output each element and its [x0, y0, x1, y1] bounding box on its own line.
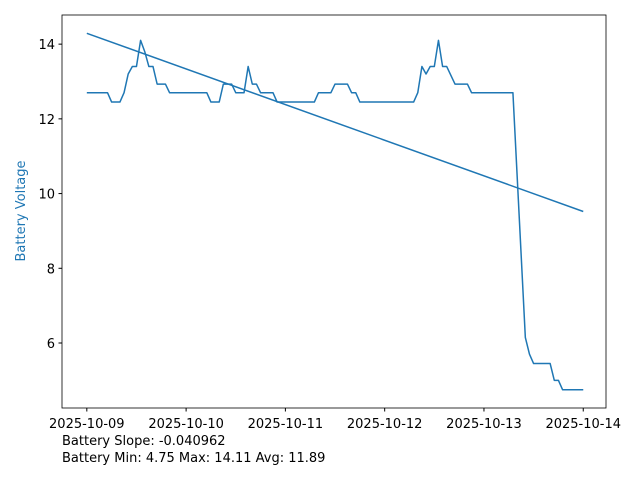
annotation: Battery Slope: -0.040962: [62, 434, 226, 449]
y-tick-label: 6: [47, 337, 55, 352]
y-tick-label: 8: [47, 262, 55, 277]
annotation: Battery Min: 4.75 Max: 14.11 Avg: 11.89: [62, 451, 325, 466]
x-tick-label: 2025-10-13: [446, 417, 522, 432]
x-tick-label: 2025-10-10: [148, 417, 224, 432]
y-tick-label: 14: [38, 38, 55, 53]
x-tick-label: 2025-10-12: [347, 417, 423, 432]
y-axis-label: Battery Voltage: [14, 160, 29, 261]
line: [86, 32, 584, 213]
y-tick-label: 10: [38, 188, 55, 203]
x-tick-label: 2025-10-09: [49, 417, 125, 432]
y-tick-label: 12: [38, 113, 55, 128]
x-tick-label: 2025-10-11: [248, 417, 324, 432]
plot-frame: [61, 14, 607, 409]
line: [86, 39, 584, 391]
x-tick-label: 2025-10-14: [545, 417, 621, 432]
